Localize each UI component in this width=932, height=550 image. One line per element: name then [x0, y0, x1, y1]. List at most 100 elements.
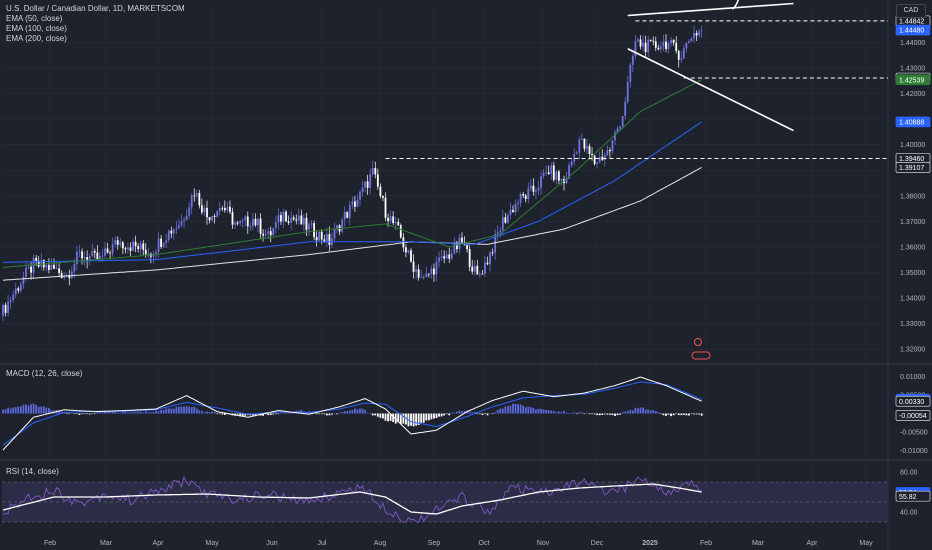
candle-body [155, 251, 157, 254]
time-axis-tick: Jul [318, 540, 327, 547]
candle-body [448, 254, 451, 259]
macd-histogram-bar [78, 413, 81, 415]
macd-histogram-bar [586, 412, 588, 414]
macd-histogram-bar [606, 413, 609, 415]
candle-body [601, 156, 604, 160]
macd-histogram-bar [60, 411, 63, 414]
price-label: 1.40888 [899, 120, 924, 127]
macd-histogram-bar [68, 413, 71, 415]
time-axis-tick: May [859, 540, 873, 547]
candle-body [318, 231, 321, 241]
macd-histogram-bar [433, 413, 435, 419]
macd-histogram-bar [438, 413, 440, 417]
macd-histogram-bar [397, 413, 400, 423]
candle-body [568, 165, 570, 179]
macd-histogram-bar [603, 413, 606, 415]
candle-body [647, 39, 650, 53]
macd-histogram-bar [509, 405, 512, 414]
macd-histogram-bar [361, 408, 364, 414]
macd-histogram-bar [614, 413, 616, 416]
candle-body [433, 268, 435, 275]
macd-histogram-bar [218, 413, 221, 415]
macd-histogram-bar [435, 413, 438, 418]
channel-bottom-line [627, 48, 794, 132]
macd-histogram-bar [216, 413, 219, 415]
macd-histogram-bar [522, 405, 525, 414]
price-label: 1.42539 [899, 77, 924, 84]
time-axis-tick: Mar [752, 540, 765, 547]
candle-body [346, 211, 349, 218]
macd-histogram-bar [73, 413, 76, 415]
price-axis-tick: 1.37000 [900, 219, 925, 226]
candle-body [374, 168, 377, 175]
price-axis-tick: 1.34000 [900, 296, 925, 303]
candle-body [96, 252, 99, 260]
macd-histogram-bar [550, 410, 553, 414]
macd-histogram-bar [629, 409, 632, 414]
macd-histogram-bar [7, 407, 9, 414]
candle-body [425, 273, 428, 277]
macd-histogram-bar [267, 413, 270, 416]
price-axis-tick: 1.32000 [900, 347, 925, 354]
candle-body [55, 268, 58, 270]
macd-histogram-bar [665, 413, 667, 416]
macd-histogram-bar [152, 411, 155, 414]
candle-body [99, 255, 101, 260]
candle-body [379, 186, 382, 197]
macd-histogram-bar [529, 406, 532, 414]
candle-body [9, 300, 12, 302]
candle-body [685, 43, 688, 49]
macd-histogram-bar [379, 413, 382, 418]
candle-body [461, 237, 463, 243]
macd-histogram-bar [109, 412, 111, 414]
candle-body [573, 154, 576, 162]
currency-selector[interactable]: CAD [896, 4, 926, 18]
candle-body [132, 241, 134, 251]
macd-histogram-bar [647, 409, 650, 414]
macd-histogram-bar [331, 413, 333, 415]
candle-body [486, 262, 489, 265]
price-axis-tick: 1.40000 [900, 142, 925, 149]
time-axis-tick: Feb [44, 540, 56, 547]
macd-histogram-bar [27, 405, 30, 414]
macd-histogram-bar [568, 413, 570, 414]
macd-histogram-bar [695, 413, 698, 415]
macd-histogram-bar [167, 408, 170, 414]
candle-body [144, 249, 147, 255]
candle-body [218, 207, 221, 212]
macd-histogram-bar [236, 413, 239, 415]
candle-body [399, 225, 402, 238]
candle-body [578, 139, 581, 153]
macd-histogram-bar [456, 411, 458, 414]
macd-histogram-bar [223, 413, 226, 415]
macd-histogram-bar [514, 403, 517, 414]
candle-body [427, 273, 430, 275]
candle-body [254, 218, 257, 226]
time-axis-tick: Apr [807, 540, 819, 547]
time-axis-tick: Apr [153, 540, 165, 547]
time-axis-tick: Jun [266, 540, 277, 547]
macd-histogram-bar [364, 409, 366, 414]
breakout-arrow [731, 0, 740, 10]
macd-histogram-bar [45, 407, 48, 414]
macd-histogram-bar [50, 410, 53, 414]
macd-histogram-bar [578, 411, 581, 414]
macd-histogram-bar [157, 411, 160, 414]
candle-body [162, 242, 165, 247]
candle-body [512, 209, 514, 213]
macd-label-box [895, 395, 931, 407]
macd-line [2, 376, 702, 451]
candle-body [654, 41, 657, 48]
candle-body [397, 221, 400, 226]
macd-histogram-bar [14, 407, 17, 414]
candle-body [642, 42, 644, 47]
candle-body [527, 188, 530, 200]
rsi-axis-tick: 40.00 [900, 510, 918, 517]
macd-histogram-bar [287, 412, 290, 414]
candle-body [639, 39, 642, 47]
candle-body [83, 257, 86, 259]
price-axis-tick: 1.38000 [900, 193, 925, 200]
candle-body [58, 268, 60, 273]
price-label: 1.39107 [899, 165, 924, 172]
